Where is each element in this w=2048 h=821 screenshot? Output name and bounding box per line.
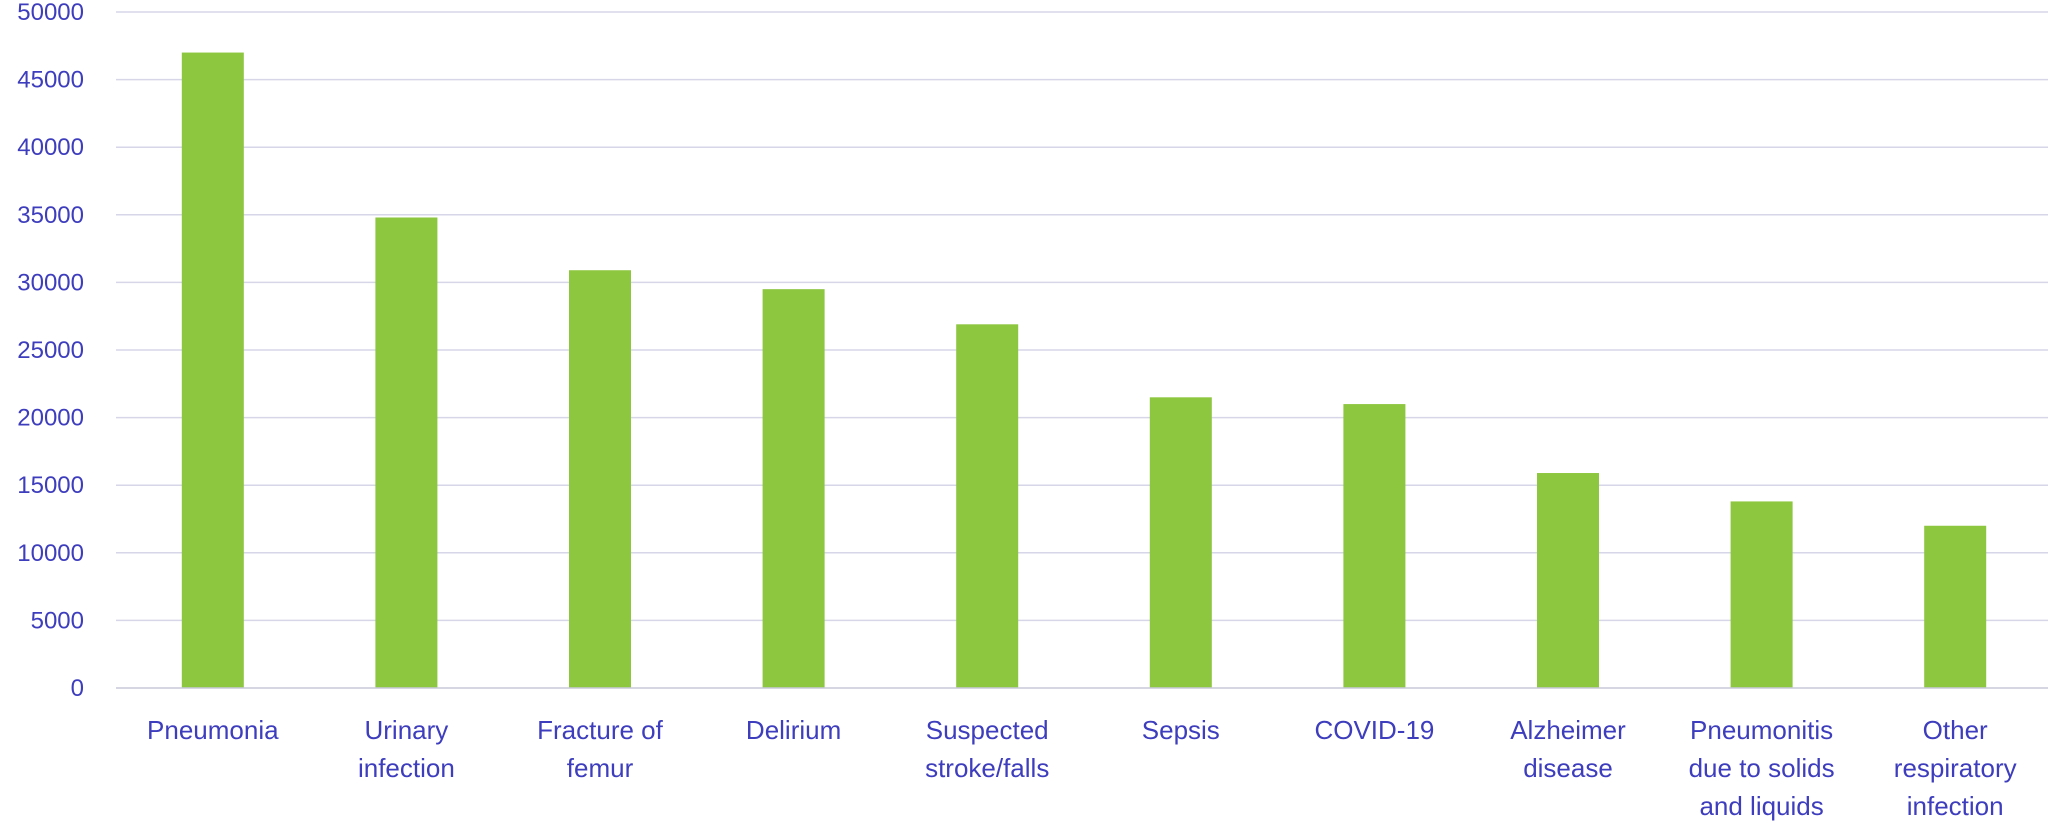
x-category-label-line: due to solids: [1689, 753, 1835, 783]
x-category-label: Pneumonia: [147, 715, 279, 745]
y-tick-label: 10000: [17, 540, 84, 567]
y-tick-label: 30000: [17, 269, 84, 296]
x-category-label-line: Delirium: [746, 715, 841, 745]
bar: [569, 270, 631, 688]
x-category-label-line: disease: [1523, 753, 1613, 783]
x-category-label-line: Sepsis: [1142, 715, 1220, 745]
x-category-label-line: Suspected: [926, 715, 1049, 745]
x-category-label-line: Pneumonia: [147, 715, 279, 745]
x-category-label-line: Other: [1923, 715, 1988, 745]
bar: [1149, 397, 1212, 688]
x-category-label: Pneumonitis due to solids and liquids: [1689, 715, 1835, 821]
x-category-label: Alzheimer disease: [1510, 715, 1626, 783]
y-tick-label: 50000: [17, 0, 84, 26]
x-category-label: Delirium: [746, 715, 841, 745]
y-tick-label: 0: [71, 675, 84, 702]
bar: [1730, 501, 1793, 688]
x-axis-category-labels: Pneumonia Urinary infection Fracture of femu…: [147, 715, 2017, 821]
bar: [1343, 404, 1406, 688]
x-category-label: Suspected stroke/falls: [925, 715, 1049, 783]
y-tick-label: 25000: [17, 337, 84, 364]
y-tick-label: 45000: [17, 67, 84, 94]
x-category-label-line: infection: [1907, 791, 2004, 821]
gridlines: [116, 11, 2048, 622]
bar: [375, 217, 438, 688]
x-category-label-line: infection: [358, 753, 455, 783]
x-category-label-line: and liquids: [1699, 791, 1823, 821]
x-category-label: Other respiratory infection: [1894, 715, 2017, 821]
x-category-label-line: femur: [567, 753, 634, 783]
y-tick-label: 20000: [17, 405, 84, 432]
x-category-label: COVID-19: [1314, 715, 1434, 745]
bar: [181, 52, 244, 689]
x-category-label: Sepsis: [1142, 715, 1220, 745]
x-category-label-line: Pneumonitis: [1690, 715, 1833, 745]
y-tick-label: 15000: [17, 472, 84, 499]
y-tick-label: 40000: [17, 134, 84, 161]
x-category-label-line: Urinary: [365, 715, 449, 745]
y-axis-tick-labels: 0 5000 10000 15000 20000 25000 30000 35000 40000…: [17, 0, 84, 702]
x-category-label-line: Alzheimer: [1510, 715, 1626, 745]
x-category-label: Fracture of femur: [537, 715, 663, 783]
x-category-label-line: stroke/falls: [925, 753, 1049, 783]
bar: [956, 324, 1019, 688]
x-category-label-line: Fracture of: [537, 715, 663, 745]
bars: [181, 52, 1987, 689]
x-category-label-line: respiratory: [1894, 753, 2017, 783]
y-tick-label: 5000: [31, 607, 84, 634]
x-category-label-line: COVID-19: [1314, 715, 1434, 745]
bar: [762, 289, 825, 688]
bar: [1537, 473, 1599, 688]
y-tick-label: 35000: [17, 202, 84, 229]
bar: [1924, 525, 1987, 688]
x-category-label: Urinary infection: [358, 715, 455, 783]
